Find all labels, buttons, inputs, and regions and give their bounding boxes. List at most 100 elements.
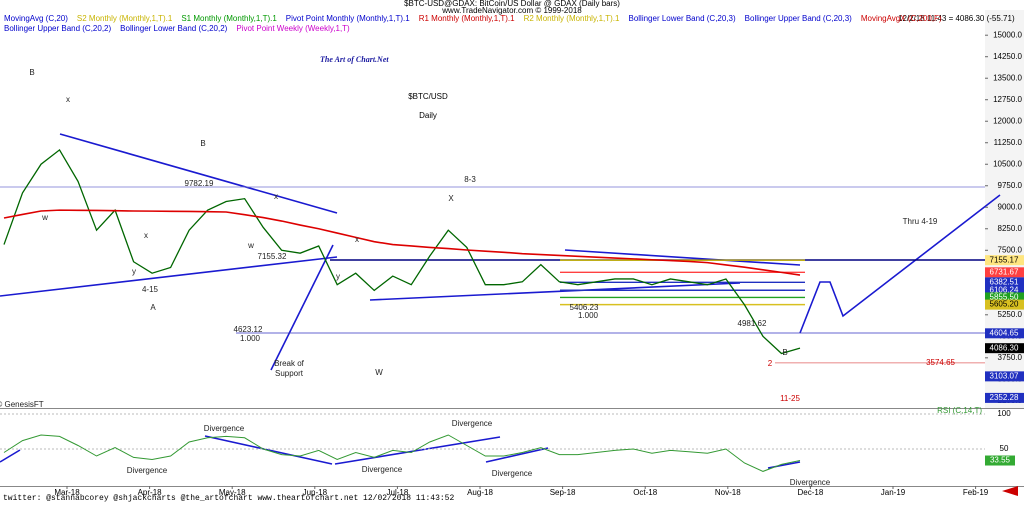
price-tag-label: 2352.28 bbox=[990, 393, 1019, 402]
legend-entry: Pivot Point Monthly (Monthly,1,T).1 bbox=[286, 14, 410, 23]
rsi-line bbox=[3, 434, 801, 472]
annotation: Divergence bbox=[362, 465, 403, 474]
scroll-arrow[interactable] bbox=[1002, 486, 1018, 496]
y-tick-label: 9000.0 bbox=[998, 202, 1023, 211]
header: $BTC-USD@GDAX: BitCoin/US Dollar @ GDAX … bbox=[404, 0, 620, 8]
legend-entry: R2 Monthly (Monthly,1,T).1 bbox=[524, 14, 620, 23]
moving-average bbox=[3, 209, 801, 276]
annotation: 8-3 bbox=[464, 175, 476, 184]
annotation: 9782.19 bbox=[185, 179, 214, 188]
y-tick-label: 11250.0 bbox=[994, 138, 1023, 147]
price-tag bbox=[985, 277, 1024, 288]
x-tick-label: Feb-19 bbox=[963, 488, 989, 497]
y-tick-label: 12000.0 bbox=[993, 116, 1022, 125]
rsi-name: RSI (C,14,T) bbox=[937, 406, 982, 415]
price-tag-label: 7155.17 bbox=[990, 255, 1019, 264]
y-tick-label: 8250.0 bbox=[998, 224, 1023, 233]
x-tick-label: Oct-18 bbox=[633, 488, 658, 497]
y-tick-label: 3750.0 bbox=[998, 353, 1023, 362]
last-quote: 12/2/18 11:43 = 4086.30 (-55.71) bbox=[898, 14, 1015, 23]
rsi-tag-label: 33.55 bbox=[990, 456, 1011, 465]
annotation: Divergence bbox=[492, 469, 533, 478]
x-tick-label: Jun-18 bbox=[303, 488, 328, 497]
trendlines bbox=[0, 133, 1001, 469]
price-tag bbox=[985, 371, 1024, 382]
price-tag-label: 3103.07 bbox=[990, 371, 1019, 380]
annotation: B bbox=[29, 68, 34, 77]
price-tag-label: 6106.24 bbox=[990, 285, 1019, 294]
annotation: © GenesisFT bbox=[0, 400, 44, 409]
legend-entry: Bollinger Lower Band (C,20,2) bbox=[120, 24, 228, 33]
x-tick-label: Jan-19 bbox=[881, 488, 906, 497]
price-tag-label: 6382.51 bbox=[990, 277, 1019, 286]
legend-entry: MovingAvg (C,20) bbox=[4, 14, 68, 23]
price-tag-label: 5855.50 bbox=[990, 293, 1019, 302]
annotation: 4981.62 bbox=[738, 319, 767, 328]
footer: twitter: @stannabcorey @shjackcharts @th… bbox=[3, 494, 454, 503]
price-tag bbox=[985, 343, 1024, 354]
price-tag-label: 5605.20 bbox=[990, 300, 1019, 309]
annotation: B bbox=[782, 348, 787, 357]
annotation: 4623.12 bbox=[234, 325, 263, 334]
annotation: y bbox=[132, 267, 136, 276]
y-tick-label: 12750.0 bbox=[993, 95, 1022, 104]
annotation: x bbox=[355, 235, 359, 244]
legend-entry: S2 Monthly (Monthly,1,T).1 bbox=[77, 14, 173, 23]
price-line bbox=[3, 148, 801, 355]
y-tick-label: 5250.0 bbox=[998, 310, 1023, 319]
annotation: w bbox=[41, 213, 48, 222]
x-tick-label: Sep-18 bbox=[550, 488, 576, 497]
x-tick-label: Mar-18 bbox=[54, 488, 80, 497]
x-tick-label: Dec-18 bbox=[798, 488, 824, 497]
legend-entry: MovingAvgX (C,200,F) bbox=[861, 14, 942, 23]
legend-entry: Pivot Point Weekly (Weekly,1,T) bbox=[236, 24, 350, 33]
support-label: 3574.65 bbox=[926, 358, 955, 367]
legend-entry: Bollinger Lower Band (C,20,3) bbox=[628, 14, 736, 23]
annotation: Break of bbox=[274, 359, 305, 368]
annotation: 7155.32 bbox=[258, 252, 287, 261]
annotation: 1.000 bbox=[240, 334, 261, 343]
legend-entry: Bollinger Upper Band (C,20,2) bbox=[4, 24, 112, 33]
y-tick-label: 13500.0 bbox=[993, 73, 1022, 82]
price-tag bbox=[985, 328, 1024, 339]
y-tick-label: 9750.0 bbox=[998, 181, 1023, 190]
annotation: 1.000 bbox=[578, 311, 599, 320]
price-tag bbox=[985, 267, 1024, 278]
price-tag bbox=[985, 392, 1024, 403]
annotation: A bbox=[150, 303, 156, 312]
x-tick-label: May-18 bbox=[219, 488, 246, 497]
subheader: www.TradeNavigator.com © 1999-2018 bbox=[441, 6, 582, 15]
price-tag bbox=[985, 292, 1024, 303]
price-tag bbox=[985, 285, 1024, 296]
annotation: Divergence bbox=[790, 478, 831, 487]
annotation: w bbox=[247, 241, 254, 250]
period: Daily bbox=[419, 111, 437, 120]
annotation: Support bbox=[275, 369, 304, 378]
annotation: 4-15 bbox=[142, 285, 159, 294]
annotation: x bbox=[274, 192, 278, 201]
y-tick-label: 14250.0 bbox=[993, 52, 1022, 61]
annotation: y bbox=[336, 272, 340, 281]
price-tag-label: 4604.65 bbox=[990, 328, 1019, 337]
annotation: Divergence bbox=[204, 424, 245, 433]
annotation: 2 bbox=[768, 359, 773, 368]
chart-title: The Art of Chart.Net bbox=[320, 55, 389, 64]
annotation: B bbox=[200, 139, 205, 148]
annotation: W bbox=[375, 368, 383, 377]
annotation: X bbox=[448, 194, 454, 203]
legend-entry: Bollinger Upper Band (C,20,3) bbox=[745, 14, 853, 23]
x-tick-label: Nov-18 bbox=[715, 488, 741, 497]
y-tick-label: 7500.0 bbox=[998, 245, 1023, 254]
rsi-tick-label: 50 bbox=[1000, 444, 1009, 453]
annotation: x bbox=[144, 231, 148, 240]
price-axis bbox=[985, 10, 1024, 408]
legend-entry: S1 Monthly (Monthly,1,T).1 bbox=[181, 14, 277, 23]
annotation: Divergence bbox=[452, 419, 493, 428]
rsi-tick-label: 100 bbox=[997, 409, 1011, 418]
legend-entry: R1 Monthly (Monthly,1,T).1 bbox=[419, 14, 515, 23]
x-tick-label: Jul-18 bbox=[387, 488, 409, 497]
annotation: 5406.23 bbox=[570, 303, 599, 312]
x-tick-label: Apr-18 bbox=[138, 488, 163, 497]
price-tag-label: 4086.30 bbox=[990, 343, 1019, 352]
